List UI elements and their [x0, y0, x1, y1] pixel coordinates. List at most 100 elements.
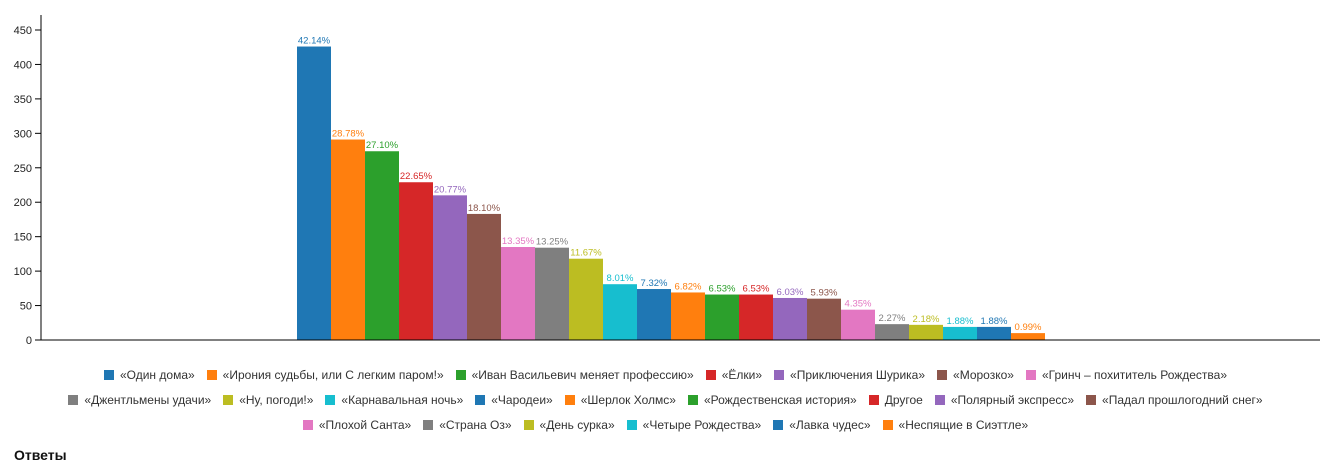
legend-item[interactable]: «Плохой Санта» — [302, 418, 411, 432]
legend-item[interactable]: «Морозко» — [937, 368, 1014, 382]
bar-data-label: 20.77% — [434, 184, 467, 195]
y-axis: 0 50 100 150 200 250 300 350 400 450 — [14, 15, 42, 347]
legend-item[interactable]: «Карнавальная ночь» — [325, 393, 463, 407]
bar[interactable] — [773, 297, 807, 340]
bar[interactable] — [705, 294, 739, 340]
legend-item[interactable]: «Четыре Рождества» — [626, 417, 762, 432]
bar-data-label: 4.35% — [845, 299, 872, 310]
y-tick-label: 450 — [14, 25, 32, 37]
legend-label: «Чародеи» — [491, 392, 553, 407]
bar[interactable] — [331, 139, 365, 340]
legend-item[interactable]: «День сурка» — [523, 417, 615, 432]
legend-item[interactable]: «Один дома» — [103, 367, 195, 382]
y-tick-label: 300 — [14, 128, 32, 140]
legend-item[interactable]: «Ирония судьбы, или С легким паром!» — [206, 368, 444, 382]
legend-label: «Ёлки» — [721, 367, 763, 382]
bar-data-label: 6.53% — [709, 284, 736, 295]
legend-label: «Один дома» — [119, 367, 195, 382]
legend-item[interactable]: «Падал прошлогодний снег» — [1086, 393, 1263, 407]
bar[interactable] — [943, 326, 977, 340]
bar-data-label: 0.99% — [1015, 322, 1042, 333]
legend-item[interactable]: «Полярный экспресс» — [934, 392, 1075, 407]
bar-data-label: 27.10% — [366, 140, 399, 151]
legend-swatch — [773, 419, 784, 430]
legend-swatch — [475, 394, 486, 405]
legend-swatch — [302, 419, 313, 430]
legend-item[interactable]: «Ёлки» — [705, 367, 763, 382]
bar[interactable] — [739, 294, 773, 340]
legend-item[interactable]: «Гринч – похититель Рождества» — [1025, 368, 1227, 382]
legend-item[interactable]: «Рождественская история» — [687, 392, 857, 407]
legend-label: «Неспящие в Сиэттле» — [898, 417, 1029, 432]
legend-item[interactable]: «Ну, погоди!» — [223, 393, 313, 407]
y-tick-label: 100 — [14, 266, 32, 278]
legend-swatch — [1025, 369, 1036, 380]
legend-swatch — [223, 394, 234, 405]
bar[interactable] — [603, 284, 637, 340]
legend-label: «Страна Оз» — [439, 417, 512, 432]
y-tick-label: 150 — [14, 232, 32, 244]
legend-label: «Четыре Рождества» — [642, 417, 762, 432]
bar[interactable] — [807, 298, 841, 340]
legend-label: «Рождественская история» — [703, 392, 857, 407]
bar-data-label: 18.10% — [468, 203, 501, 214]
bar-data-label: 6.03% — [777, 287, 804, 298]
bar-data-label: 13.35% — [502, 236, 535, 247]
legend-swatch — [705, 369, 716, 380]
bar[interactable] — [399, 182, 433, 340]
bar[interactable] — [501, 247, 535, 340]
legend-row: «Один дома» «Ирония судьбы, или С легким … — [0, 362, 1331, 387]
legend-swatch — [523, 419, 534, 430]
legend-item[interactable]: «Чародеи» — [475, 392, 553, 407]
legend-item[interactable]: «Лавка чудес» — [773, 417, 871, 432]
bar[interactable] — [365, 151, 399, 340]
legend-item[interactable]: «Приключения Шурика» — [774, 368, 925, 382]
legend-swatch — [934, 394, 945, 405]
legend-label: «Лавка чудес» — [789, 417, 871, 432]
bar[interactable] — [977, 326, 1011, 340]
legend-swatch — [687, 394, 698, 405]
bar-data-label: 5.93% — [811, 288, 838, 299]
legend-item[interactable]: «Неспящие в Сиэттле» — [882, 417, 1029, 432]
bar[interactable] — [297, 46, 331, 341]
bar-data-label: 2.27% — [879, 313, 906, 324]
legend-item[interactable]: «Джентльмены удачи» — [68, 393, 211, 407]
section-title: Ответы — [14, 447, 67, 463]
legend-item[interactable]: Другое — [868, 393, 923, 407]
legend-label: «Джентльмены удачи» — [84, 392, 212, 407]
bar[interactable] — [569, 258, 603, 340]
legend-swatch — [103, 369, 114, 380]
legend-swatch — [1086, 394, 1097, 405]
legend-item[interactable]: «Страна Оз» — [423, 417, 512, 432]
bar-data-label: 1.88% — [981, 316, 1008, 327]
legend-item[interactable]: «Шерлок Холмс» — [564, 393, 676, 407]
bar[interactable] — [1011, 333, 1045, 340]
bar[interactable] — [433, 195, 467, 340]
legend-row: «Джентльмены удачи» «Ну, погоди!» «Карнава… — [0, 387, 1331, 412]
y-tick-label: 400 — [14, 59, 32, 71]
legend-swatch — [206, 369, 217, 380]
bar[interactable] — [637, 289, 671, 340]
legend-swatch — [868, 394, 879, 405]
legend-item[interactable]: «Иван Васильевич меняет профессию» — [455, 367, 694, 382]
bar[interactable] — [535, 247, 569, 340]
bar[interactable] — [909, 324, 943, 340]
bars-group — [297, 46, 1045, 341]
legend-label: «Полярный экспресс» — [950, 392, 1075, 407]
y-tick-label: 0 — [26, 335, 32, 347]
bar[interactable] — [671, 292, 705, 340]
bar-data-label: 11.67% — [570, 248, 602, 259]
legend-label: «Иван Васильевич меняет профессию» — [471, 367, 694, 382]
bar-data-label: 2.18% — [913, 314, 940, 325]
legend-label: «День сурка» — [539, 417, 615, 432]
bar-data-label: 1.88% — [947, 316, 974, 327]
bar-data-label: 8.01% — [607, 273, 634, 284]
bar-data-label: 13.25% — [536, 237, 569, 248]
bar[interactable] — [875, 324, 909, 340]
bar-data-label: 7.32% — [641, 278, 668, 289]
legend-label: «Падал прошлогодний снег» — [1102, 392, 1263, 407]
bar[interactable] — [467, 213, 501, 340]
legend-swatch — [455, 369, 466, 380]
bar-data-label: 6.53% — [743, 284, 770, 295]
bar[interactable] — [841, 309, 875, 340]
